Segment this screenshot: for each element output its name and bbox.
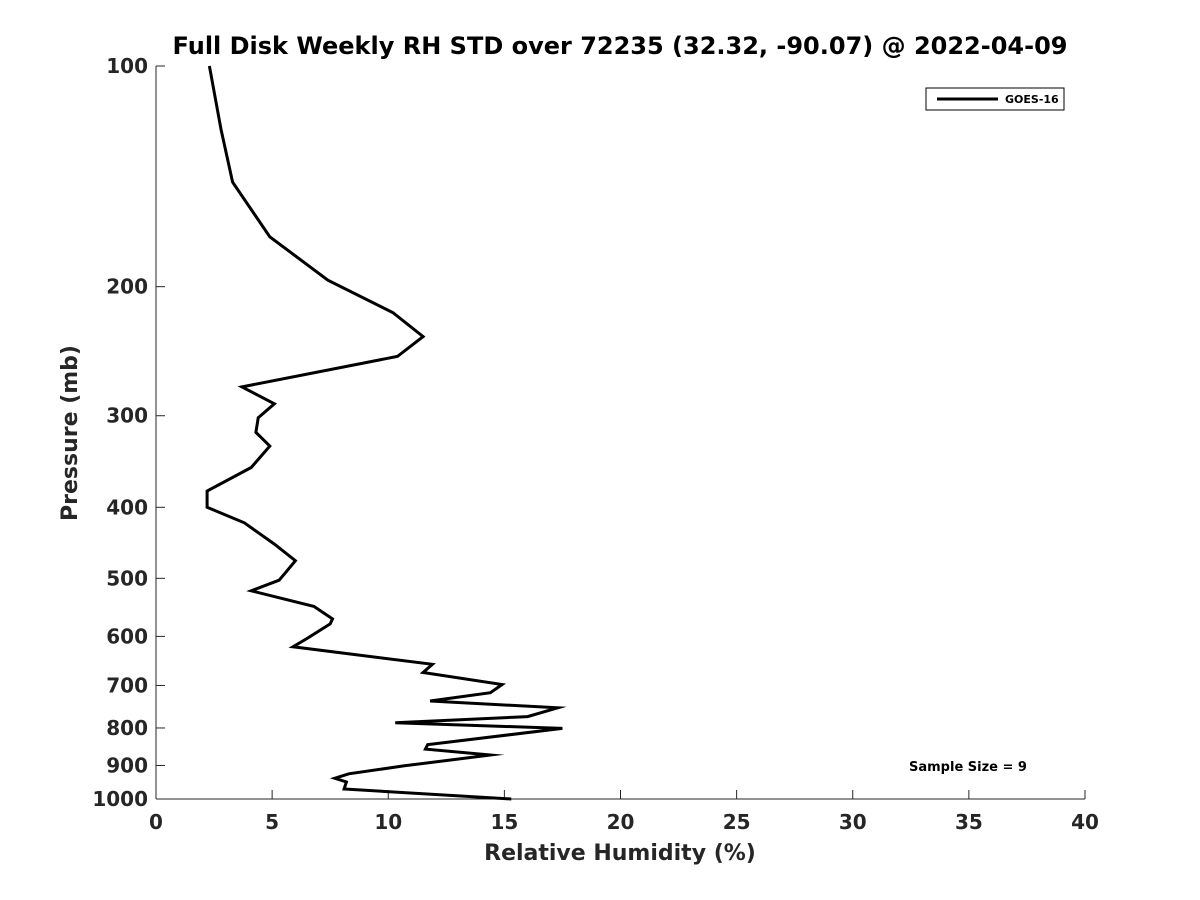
y-tick-label: 600 <box>106 624 148 648</box>
x-axis-label: Relative Humidity (%) <box>484 841 756 866</box>
x-tick-label: 10 <box>374 810 402 834</box>
y-tick-label: 500 <box>106 566 148 590</box>
x-tick-label: 0 <box>149 810 163 834</box>
y-tick-label: 100 <box>106 54 148 78</box>
series-line-goes-16 <box>205 65 567 801</box>
y-tick-label: 900 <box>106 753 148 777</box>
y-axis-label: Pressure (mb) <box>58 345 83 521</box>
y-tick-label: 300 <box>106 404 148 428</box>
legend: GOES-16 <box>925 87 1065 111</box>
x-tick-label: 40 <box>1071 810 1099 834</box>
plot-area: 0 5 10 15 20 25 30 35 40 100 200 300 400 500 600 700 800… <box>92 54 1099 834</box>
x-tick-label: 30 <box>839 810 867 834</box>
x-tick-label: 5 <box>265 810 279 834</box>
chart-title: Full Disk Weekly RH STD over 72235 (32.3… <box>173 32 1068 60</box>
y-tick-label: 800 <box>106 716 148 740</box>
y-tick-label: 200 <box>106 275 148 299</box>
y-tick-label: 400 <box>106 495 148 519</box>
legend-label-goes-16: GOES-16 <box>1005 93 1059 106</box>
y-tick-label: 700 <box>106 673 148 697</box>
x-tick-label: 15 <box>490 810 518 834</box>
x-tick-label: 20 <box>607 810 635 834</box>
y-tick-label: 1000 <box>92 787 148 811</box>
x-tick-label: 25 <box>723 810 751 834</box>
x-tick-label: 35 <box>955 810 983 834</box>
sample-size-annotation: Sample Size = 9 <box>909 760 1027 775</box>
